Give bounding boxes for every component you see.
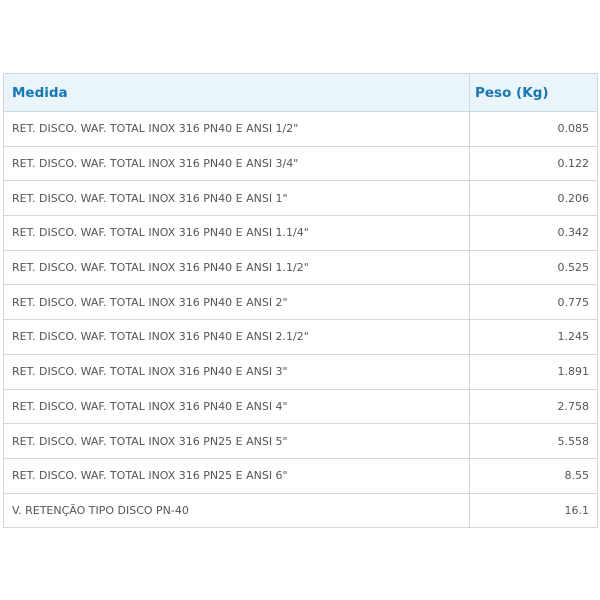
table-header-row: Medida Peso (Kg) [3, 73, 598, 112]
cell-medida: V. RETENÇÃO TIPO DISCO PN-40 [3, 492, 470, 529]
cell-peso: 16.1 [469, 492, 598, 529]
cell-medida: RET. DISCO. WAF. TOTAL INOX 316 PN40 E A… [3, 145, 470, 182]
cell-medida: RET. DISCO. WAF. TOTAL INOX 316 PN40 E A… [3, 180, 470, 217]
cell-medida: RET. DISCO. WAF. TOTAL INOX 316 PN40 E A… [3, 111, 470, 147]
table-row: RET. DISCO. WAF. TOTAL INOX 316 PN40 E A… [3, 145, 598, 182]
table-row: V. RETENÇÃO TIPO DISCO PN-40 16.1 [3, 492, 598, 529]
cell-medida: RET. DISCO. WAF. TOTAL INOX 316 PN40 E A… [3, 319, 470, 355]
table-row: RET. DISCO. WAF. TOTAL INOX 316 PN40 E A… [3, 353, 598, 390]
cell-peso: 0.122 [469, 145, 598, 182]
cell-peso: 0.775 [469, 284, 598, 321]
cell-medida: RET. DISCO. WAF. TOTAL INOX 316 PN40 E A… [3, 353, 470, 390]
table-row: RET. DISCO. WAF. TOTAL INOX 316 PN40 E A… [3, 180, 598, 217]
cell-peso: 0.085 [469, 111, 598, 147]
cell-peso: 0.525 [469, 249, 598, 286]
cell-medida: RET. DISCO. WAF. TOTAL INOX 316 PN40 E A… [3, 215, 470, 251]
table-row: RET. DISCO. WAF. TOTAL INOX 316 PN40 E A… [3, 388, 598, 425]
table-row: RET. DISCO. WAF. TOTAL INOX 316 PN40 E A… [3, 215, 598, 251]
table-row: RET. DISCO. WAF. TOTAL INOX 316 PN40 E A… [3, 249, 598, 286]
cell-peso: 0.206 [469, 180, 598, 217]
cell-medida: RET. DISCO. WAF. TOTAL INOX 316 PN25 E A… [3, 423, 470, 459]
cell-peso: 0.342 [469, 215, 598, 251]
cell-medida: RET. DISCO. WAF. TOTAL INOX 316 PN25 E A… [3, 457, 470, 494]
cell-peso: 2.758 [469, 388, 598, 425]
table-row: RET. DISCO. WAF. TOTAL INOX 316 PN40 E A… [3, 111, 598, 147]
cell-peso: 8.55 [469, 457, 598, 494]
column-header-peso: Peso (Kg) [469, 73, 598, 112]
column-header-medida: Medida [3, 73, 470, 112]
table-row: RET. DISCO. WAF. TOTAL INOX 316 PN25 E A… [3, 423, 598, 459]
table-row: RET. DISCO. WAF. TOTAL INOX 316 PN25 E A… [3, 457, 598, 494]
cell-medida: RET. DISCO. WAF. TOTAL INOX 316 PN40 E A… [3, 284, 470, 321]
cell-medida: RET. DISCO. WAF. TOTAL INOX 316 PN40 E A… [3, 388, 470, 425]
cell-peso: 1.245 [469, 319, 598, 355]
table-row: RET. DISCO. WAF. TOTAL INOX 316 PN40 E A… [3, 319, 598, 355]
cell-peso: 1.891 [469, 353, 598, 390]
weights-table: Medida Peso (Kg) RET. DISCO. WAF. TOTAL … [3, 73, 598, 529]
cell-peso: 5.558 [469, 423, 598, 459]
weights-table-container: Medida Peso (Kg) RET. DISCO. WAF. TOTAL … [3, 73, 598, 529]
table-row: RET. DISCO. WAF. TOTAL INOX 316 PN40 E A… [3, 284, 598, 321]
cell-medida: RET. DISCO. WAF. TOTAL INOX 316 PN40 E A… [3, 249, 470, 286]
